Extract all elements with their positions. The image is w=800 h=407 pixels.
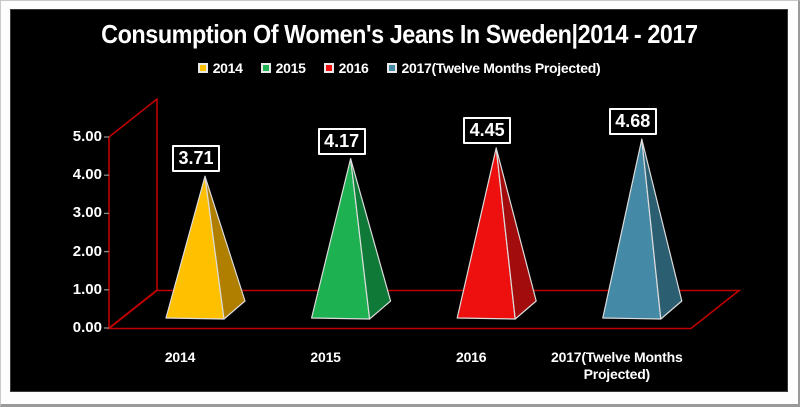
chart-canvas: Consumption Of Women's Jeans In Sweden|2…: [10, 9, 788, 392]
x-axis-category-label: 2015: [310, 349, 341, 365]
legend-swatch-icon: [323, 63, 334, 73]
plot-area: [104, 97, 742, 330]
x-axis-category-label: 2017(Twelve Months Projected): [551, 349, 683, 382]
pyramid-side-2015: [350, 158, 392, 320]
pyramid-side-2017: [641, 138, 683, 320]
legend-swatch-icon: [386, 63, 397, 73]
pyramid-side-2016: [495, 147, 537, 320]
x-axis-category-label: 2016: [456, 349, 487, 365]
data-label-box: 4.45: [463, 117, 512, 144]
legend-swatch-icon: [260, 63, 271, 73]
data-label-box: 4.17: [317, 127, 366, 155]
legend-label: 2015: [275, 60, 306, 76]
axis-floor: [106, 289, 742, 330]
data-label-box: 4.68: [608, 108, 657, 136]
y-axis-tick-label: 5.00: [72, 128, 102, 145]
y-axis-tick-label: 4.00: [72, 166, 102, 184]
legend-label: 2014: [212, 60, 243, 76]
axis-wall: [108, 97, 158, 330]
chart-title: Consumption Of Women's Jeans In Sweden|2…: [11, 19, 787, 50]
y-axis-tick-label: 2.00: [72, 242, 102, 260]
legend-label: 2016: [338, 60, 369, 76]
pyramid-side-2014: [204, 175, 246, 320]
legend-item-2015: 2015: [260, 60, 306, 76]
legend-label: 2017(Twelve Months Projected): [401, 60, 601, 76]
chart-title-text: Consumption Of Women's Jeans In Sweden|2…: [100, 19, 698, 49]
chart-legend: 2014 2015 2016 2017(Twelve Months Projected…: [11, 60, 787, 76]
y-axis-tick-label: 0.00: [72, 319, 102, 336]
legend-item-2017: 2017(Twelve Months Projected): [386, 60, 601, 76]
y-axis-tick-label: 3.00: [72, 204, 102, 222]
x-axis-category-label: 2014: [164, 349, 196, 365]
y-axis-tick-label: 1.00: [72, 280, 102, 298]
legend-item-2014: 2014: [197, 60, 243, 76]
data-label-box: 3.71: [172, 145, 220, 173]
legend-swatch-icon: [197, 63, 208, 73]
legend-item-2016: 2016: [323, 60, 369, 76]
